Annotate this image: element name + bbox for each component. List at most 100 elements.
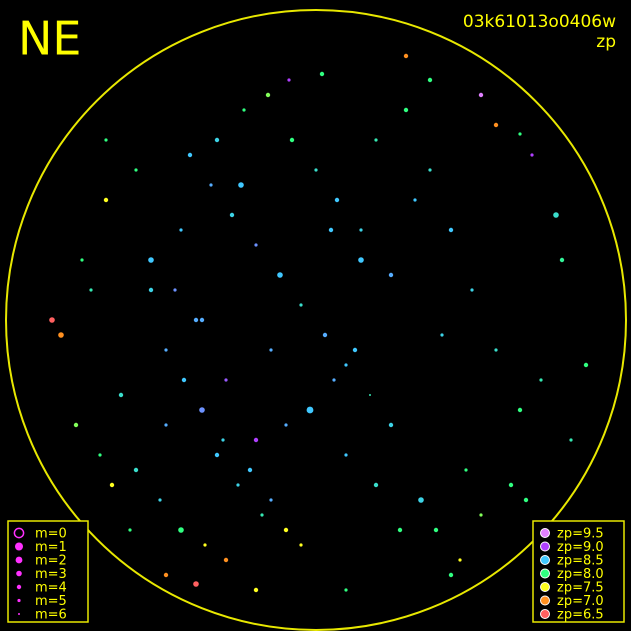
magnitude-swatch [15, 556, 23, 564]
star [253, 437, 259, 443]
star [254, 243, 258, 247]
star [493, 122, 499, 128]
star [344, 363, 348, 367]
star [494, 348, 498, 352]
star [163, 572, 169, 578]
star [164, 423, 168, 427]
star [103, 197, 109, 203]
star [58, 332, 64, 338]
star [80, 258, 84, 262]
star [397, 527, 403, 533]
star [344, 453, 348, 457]
magnitude-swatch [13, 527, 25, 539]
star [479, 513, 483, 517]
zp-label: zp=7.0 [557, 594, 604, 609]
star [440, 333, 444, 337]
star [388, 422, 394, 428]
star [418, 497, 424, 503]
zp-swatch [540, 528, 550, 538]
legends: m=0m=1m=2m=3m=4m=5m=6zp=9.5zp=9.0zp=8.5z… [13, 527, 604, 623]
star [358, 257, 364, 263]
star [287, 78, 291, 82]
star [158, 498, 162, 502]
magnitude-swatch [16, 570, 22, 577]
star [178, 527, 184, 533]
star [209, 183, 213, 187]
star [242, 108, 246, 112]
star [277, 272, 283, 278]
star [283, 527, 289, 533]
star [569, 438, 573, 442]
star [89, 288, 93, 292]
star [193, 317, 199, 323]
zp-swatch [540, 541, 550, 552]
star [236, 483, 240, 487]
star [164, 348, 168, 352]
star [539, 378, 543, 382]
star [260, 513, 264, 517]
star [352, 347, 358, 353]
star [98, 453, 102, 457]
star [359, 228, 363, 232]
star [224, 378, 228, 382]
star [403, 53, 409, 59]
star [187, 152, 193, 158]
star [221, 438, 225, 442]
direction-label: NE [18, 12, 81, 66]
star [374, 138, 378, 142]
star [306, 406, 314, 414]
star [199, 407, 205, 413]
star [104, 138, 108, 142]
star [229, 212, 235, 218]
star [428, 168, 432, 172]
star [199, 317, 205, 323]
star [583, 362, 589, 368]
star [118, 392, 124, 398]
zp-label: zp=7.5 [557, 581, 604, 596]
zp-swatch [540, 568, 550, 579]
star [109, 482, 115, 488]
horizon-circle [5, 9, 627, 631]
star [508, 482, 514, 488]
zp-label: zp=9.0 [557, 540, 604, 555]
star [193, 581, 199, 587]
star [128, 528, 132, 532]
star [314, 168, 318, 172]
star [173, 288, 177, 292]
star [284, 423, 288, 427]
star [73, 422, 79, 428]
zp-swatch [540, 609, 550, 619]
star [289, 137, 295, 143]
star [413, 198, 417, 202]
star [179, 228, 183, 232]
star [373, 482, 379, 488]
star [134, 168, 138, 172]
magnitude-label: m=0 [35, 527, 67, 542]
magnitude-swatch [15, 542, 23, 551]
magnitude-label: m=4 [35, 581, 67, 596]
zp-label: zp=6.5 [557, 608, 604, 623]
star [458, 558, 462, 562]
star [299, 303, 303, 307]
star [322, 332, 328, 338]
star [247, 467, 253, 473]
star [253, 587, 259, 593]
image-id: 03k61013o0406w [463, 12, 616, 32]
zp-swatch [540, 595, 550, 606]
star [265, 92, 271, 98]
star [238, 182, 244, 188]
star [518, 132, 522, 136]
star [448, 572, 454, 578]
star [133, 467, 139, 473]
star [530, 153, 534, 157]
star [181, 377, 187, 383]
star [464, 468, 468, 472]
star [332, 378, 336, 382]
star [427, 77, 433, 83]
star [344, 588, 348, 592]
star [328, 227, 334, 233]
magnitude-swatch [16, 584, 22, 590]
color-mode: zp [596, 32, 616, 52]
star [369, 394, 371, 396]
